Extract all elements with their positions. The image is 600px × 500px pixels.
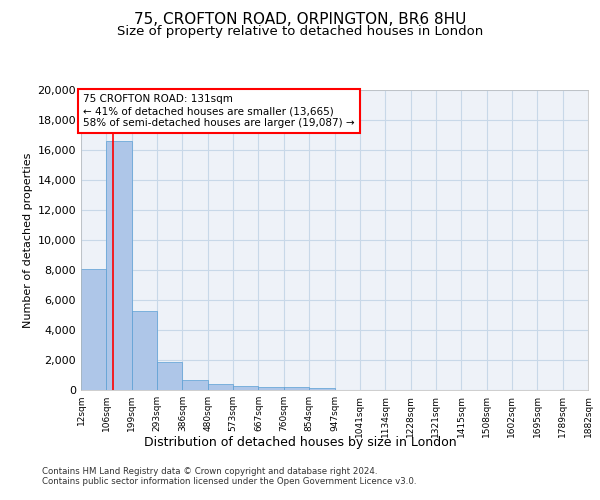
Bar xyxy=(233,386,259,390)
Bar xyxy=(157,362,182,390)
Bar xyxy=(182,380,208,390)
Y-axis label: Number of detached properties: Number of detached properties xyxy=(23,152,34,328)
Text: Contains public sector information licensed under the Open Government Licence v3: Contains public sector information licen… xyxy=(42,477,416,486)
Text: 75, CROFTON ROAD, ORPINGTON, BR6 8HU: 75, CROFTON ROAD, ORPINGTON, BR6 8HU xyxy=(134,12,466,28)
Bar xyxy=(81,268,106,390)
Bar xyxy=(259,386,284,390)
Bar xyxy=(309,388,335,390)
Bar xyxy=(132,310,157,390)
Text: Contains HM Land Registry data © Crown copyright and database right 2024.: Contains HM Land Registry data © Crown c… xyxy=(42,467,377,476)
Bar xyxy=(284,387,309,390)
Text: Distribution of detached houses by size in London: Distribution of detached houses by size … xyxy=(143,436,457,449)
Bar xyxy=(208,384,233,390)
Text: 75 CROFTON ROAD: 131sqm
← 41% of detached houses are smaller (13,665)
58% of sem: 75 CROFTON ROAD: 131sqm ← 41% of detache… xyxy=(83,94,355,128)
Text: Size of property relative to detached houses in London: Size of property relative to detached ho… xyxy=(117,25,483,38)
Bar xyxy=(106,141,132,390)
